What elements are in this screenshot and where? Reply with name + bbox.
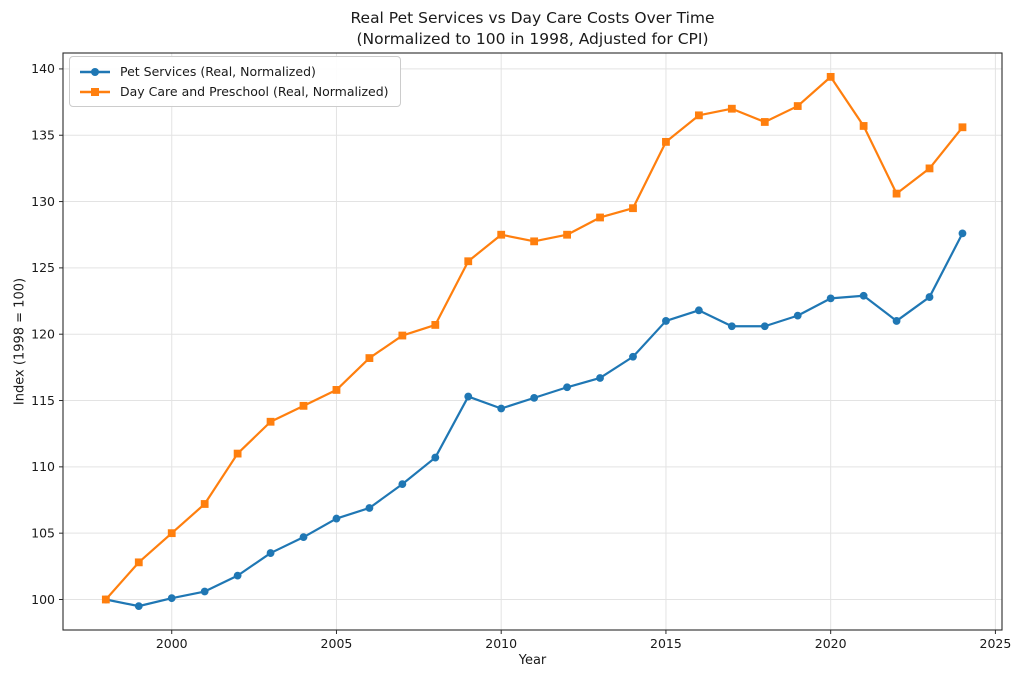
x-tick-label: 2025 [980,636,1012,651]
x-tick-label: 2000 [156,636,188,651]
x-tick-label: 2020 [815,636,847,651]
y-tick-label: 120 [31,327,55,342]
legend-line-circle-swatch [80,67,110,76]
y-tick-label: 135 [31,128,55,143]
data-point-marker [497,230,506,239]
series-line-0 [104,232,964,608]
data-point-marker [134,558,143,567]
legend-item-day-care: Day Care and Preschool (Real, Normalized… [79,84,389,99]
chart-title-block: Real Pet Services vs Day Care Costs Over… [63,8,1002,50]
data-point-marker [200,587,209,596]
data-point-marker [596,213,604,222]
data-point-marker [892,317,901,325]
y-tick-label: 100 [31,592,55,607]
x-axis-label: Year [518,653,547,668]
data-point-marker [431,453,440,462]
x-tick-label: 2010 [485,636,517,651]
data-point-marker [530,393,539,402]
data-point-marker [332,514,341,523]
legend-label-day-care: Day Care and Preschool (Real, Normalized… [120,84,389,99]
data-point-marker [299,401,308,410]
data-point-marker [167,529,176,538]
series-line-1 [104,75,964,601]
data-point-marker [530,237,539,246]
data-point-marker [233,571,242,580]
data-point-marker [859,122,868,130]
data-point-marker [365,354,374,362]
legend-label-pet-services: Pet Services (Real, Normalized) [120,64,316,79]
legend: Pet Services (Real, Normalized) Day Care… [69,56,401,107]
y-tick-label: 110 [31,459,55,474]
data-point-marker [266,417,275,426]
data-point-marker [101,595,110,604]
legend-circle-marker [91,67,99,76]
data-point-marker [464,257,473,266]
data-point-marker [563,230,571,239]
data-point-marker [365,504,374,512]
data-point-marker [727,104,736,113]
data-point-marker [497,404,506,413]
legend-line-square-swatch [80,87,110,96]
x-tick-label: 2015 [650,636,682,651]
data-point-marker [332,386,341,394]
chart-subtitle: (Normalized to 100 in 1998, Adjusted for… [356,30,709,48]
data-point-marker [694,111,703,120]
data-point-marker [200,500,209,508]
y-tick-label: 115 [31,393,55,408]
data-point-marker [398,480,407,488]
data-point-marker [760,322,769,331]
data-point-marker [629,352,637,361]
y-tick-label: 105 [31,525,55,540]
data-point-marker [826,294,835,303]
data-point-marker [266,549,275,557]
data-point-marker [299,533,308,542]
data-point-marker [167,594,176,603]
data-point-marker [134,602,143,611]
axes-frame [62,52,1003,631]
data-point-marker [859,291,868,300]
data-point-marker [760,118,769,126]
data-point-marker [925,293,934,301]
data-point-marker [662,137,670,146]
data-point-marker [958,123,967,132]
legend-item-pet-services: Pet Services (Real, Normalized) [79,64,389,79]
data-point-marker [925,164,934,173]
chart-title: Real Pet Services vs Day Care Costs Over… [350,9,715,27]
data-point-marker [694,306,703,315]
y-tick-label: 140 [31,61,55,76]
data-point-marker [958,229,967,238]
data-point-marker [793,311,802,320]
data-point-marker [793,102,802,110]
data-point-marker [662,317,670,325]
data-point-marker [727,322,736,331]
data-point-marker [431,321,440,329]
data-point-marker [464,392,473,401]
y-tick-label: 125 [31,260,55,275]
legend-square-marker [91,87,99,96]
data-point-marker [563,383,571,392]
data-point-marker [826,72,835,81]
y-axis-label: Index (1998 = 100) [12,277,28,406]
data-point-marker [892,189,901,198]
data-point-marker [398,331,407,340]
data-point-marker [233,449,242,458]
data-point-marker [629,204,637,213]
y-tick-label: 130 [31,194,55,209]
x-tick-label: 2005 [321,636,353,651]
data-point-marker [596,374,604,382]
